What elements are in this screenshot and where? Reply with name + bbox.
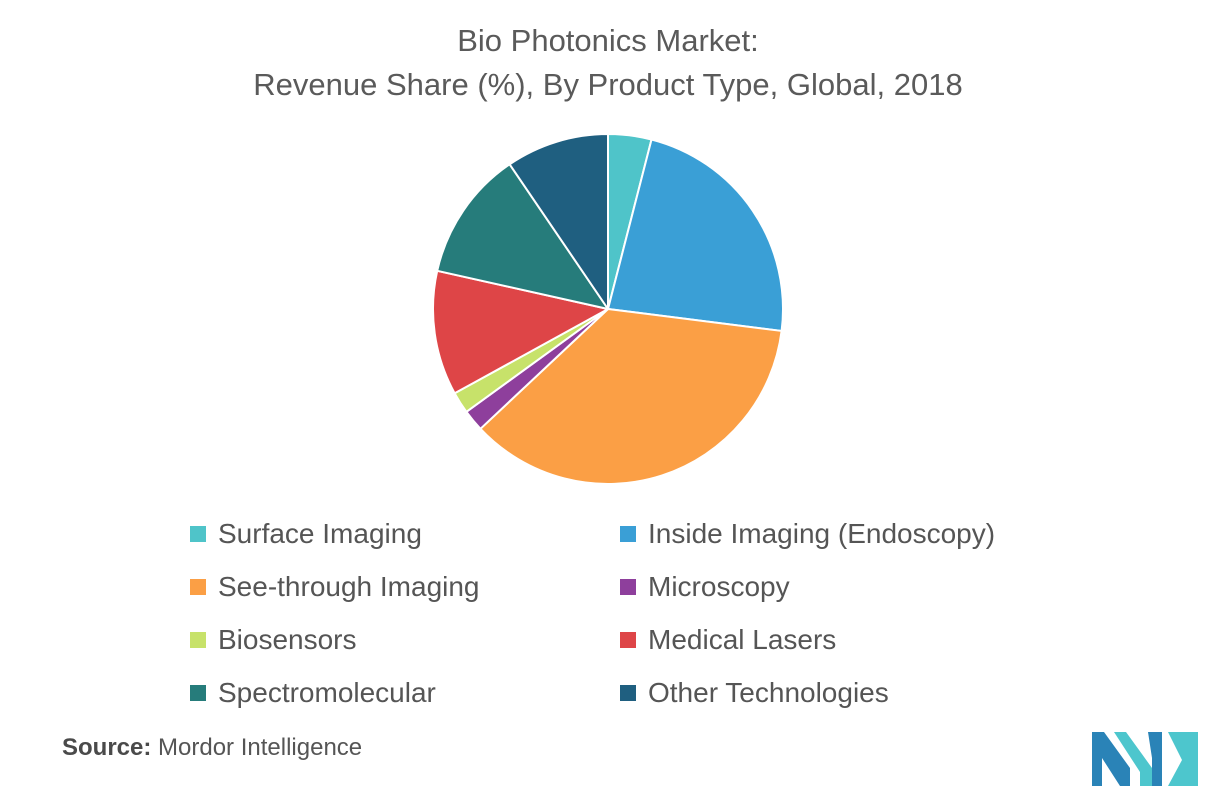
chart-subtitle: Revenue Share (%), By Product Type, Glob…: [253, 67, 963, 102]
legend-item-surface-imaging: Surface Imaging: [190, 516, 422, 552]
logo-shape-right: [1148, 732, 1162, 786]
brand-logo-icon: [1092, 732, 1198, 786]
legend-label: See-through Imaging: [218, 571, 480, 602]
source-text: Mordor Intelligence: [158, 734, 363, 761]
source-note: Source: Mordor Intelligence: [62, 734, 362, 762]
legend-item-biosensors: Biosensors: [190, 622, 357, 658]
pie-slice-spectromolecular: [436, 163, 609, 310]
legend-swatch: [190, 685, 206, 701]
logo-shape-left: [1092, 732, 1130, 786]
legend-swatch: [190, 526, 206, 542]
legend-item-microscopy: Microscopy: [620, 569, 790, 605]
legend-item-see-through-imaging: See-through Imaging: [190, 569, 480, 605]
legend-swatch: [190, 632, 206, 648]
legend-item-medical-lasers: Medical Lasers: [620, 622, 836, 658]
legend-swatch: [620, 526, 636, 542]
pie-slice-see-through-imaging: [479, 308, 783, 486]
legend-swatch: [620, 632, 636, 648]
chart-title: Bio Photonics Market:: [457, 23, 759, 58]
logo-shape-far-right: [1168, 732, 1198, 786]
legend-label: Inside Imaging (Endoscopy): [648, 518, 996, 549]
legend-item-other-technologies: Other Technologies: [620, 675, 889, 711]
source-label: Source:: [62, 734, 152, 761]
legend-item-inside-imaging: Inside Imaging (Endoscopy): [620, 516, 995, 552]
pie-slice-other-technologies: [508, 133, 609, 310]
pie-slice-medical-lasers: [432, 269, 609, 395]
legend-swatch: [620, 685, 636, 701]
legend-label: Other Technologies: [648, 677, 889, 708]
pie-slice-inside-imaging-endoscopy: [607, 138, 784, 332]
legend-label: Biosensors: [218, 624, 357, 655]
legend-item-spectromolecular: Spectromolecular: [190, 675, 436, 711]
legend-swatch: [190, 579, 206, 595]
legend-swatch: [620, 579, 636, 595]
legend-label: Surface Imaging: [218, 518, 422, 549]
legend-label: Spectromolecular: [218, 677, 436, 708]
legend-label: Medical Lasers: [648, 624, 837, 655]
legend-label: Microscopy: [648, 571, 790, 602]
logo-shape-middle: [1114, 732, 1152, 786]
